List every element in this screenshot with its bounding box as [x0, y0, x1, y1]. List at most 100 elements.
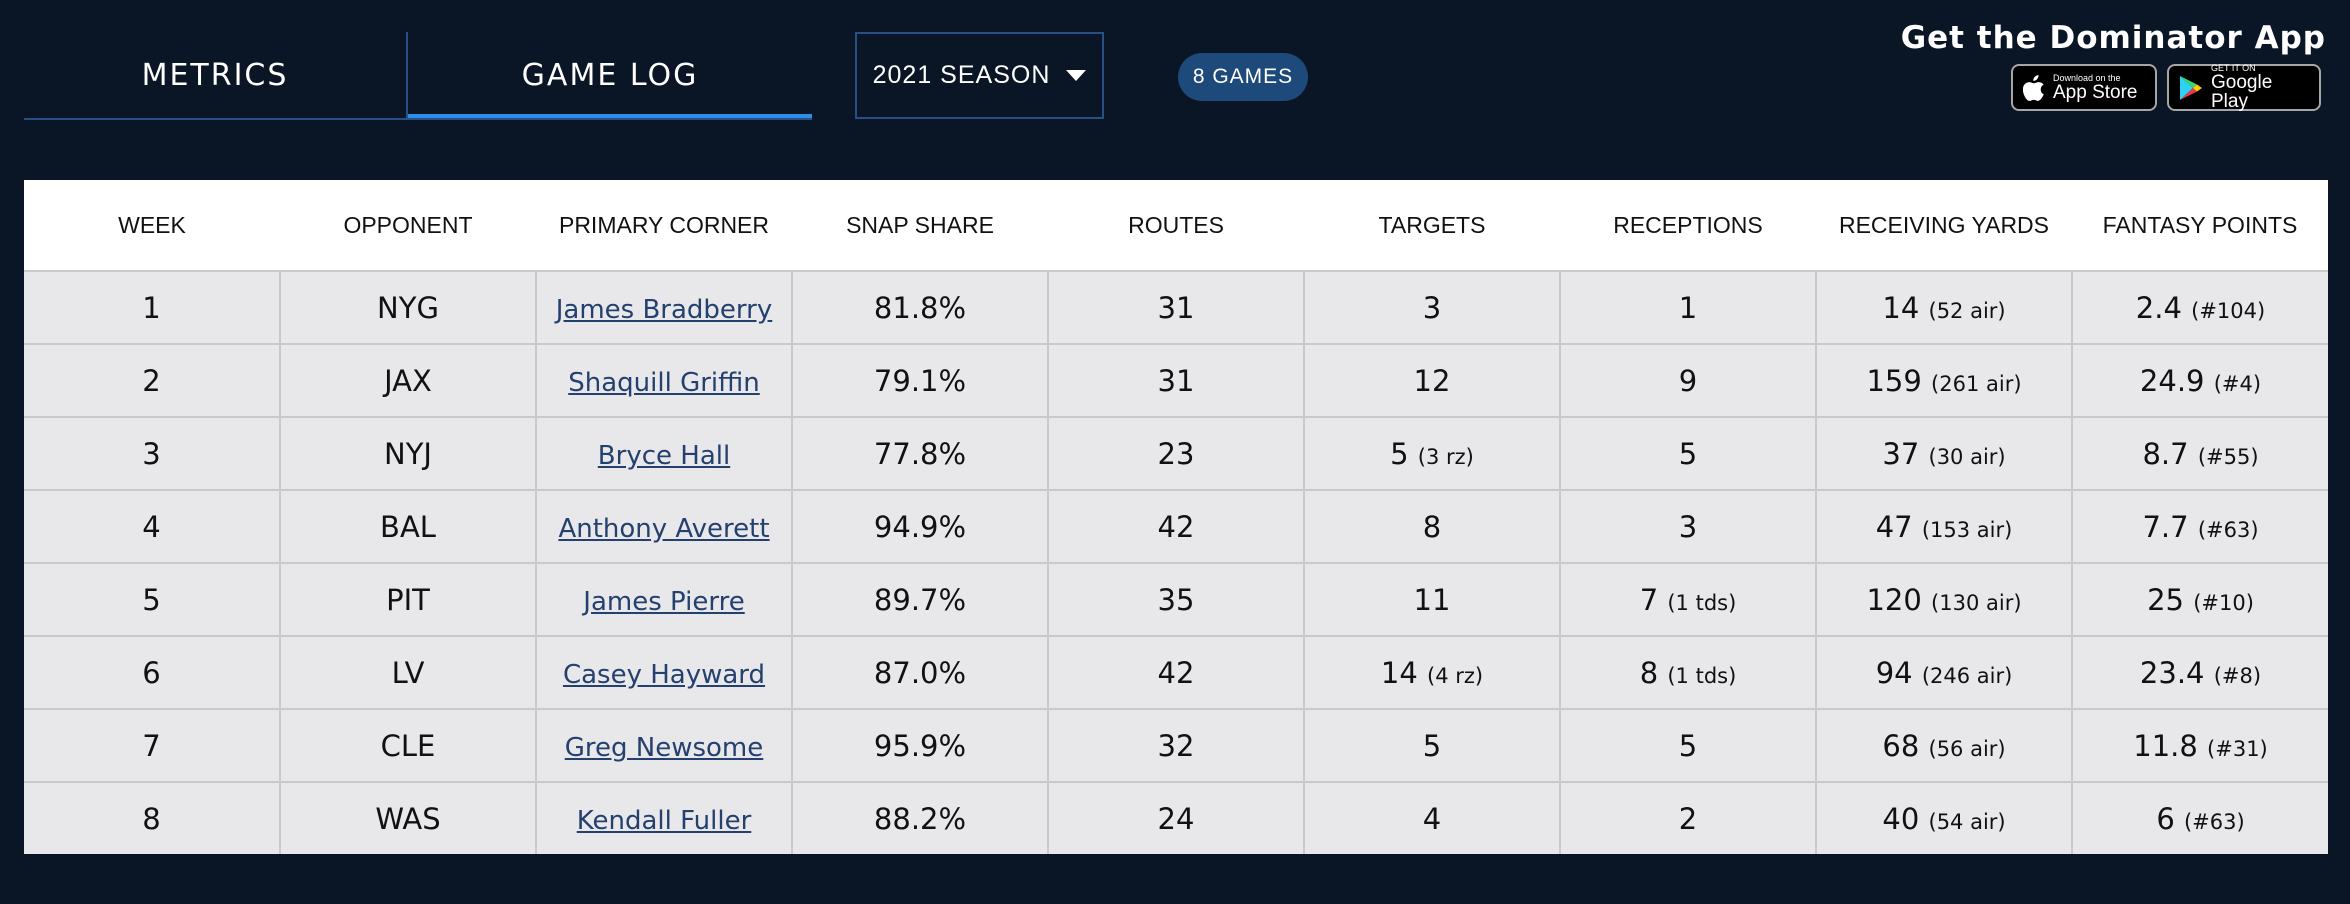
cell-week: 8 [24, 782, 281, 854]
google-play-button[interactable]: GET IT ON Google Play [2167, 64, 2321, 111]
points-rank: (#63) [2183, 809, 2245, 834]
receptions-value: 3 [1678, 509, 1698, 544]
receptions-value: 8 [1639, 655, 1659, 690]
snap-share-value: 81.8% [873, 290, 967, 325]
cell-week: 7 [24, 709, 281, 783]
points-rank: (#31) [2207, 736, 2268, 761]
primary-corner-link[interactable]: James Pierre [583, 586, 745, 617]
opponent-value: PIT [386, 582, 430, 617]
targets-value: 5 [1390, 436, 1409, 471]
tab-game-log[interactable]: GAME LOG [408, 32, 812, 120]
cell-opponent: PIT [280, 563, 537, 637]
points-value: 25 [2147, 582, 2184, 617]
tab-metrics[interactable]: METRICS [141, 57, 289, 93]
points-value: 23.4 [2139, 655, 2205, 690]
cell-week: 2 [24, 344, 281, 418]
season-select[interactable]: 2021 SEASON [855, 32, 1104, 119]
routes-value: 24 [1157, 801, 1195, 836]
cell-snap-share: 95.9% [792, 709, 1049, 783]
primary-corner-link[interactable]: James Bradberry [555, 294, 773, 325]
cell-fantasy-points: 25 (#10) [2072, 563, 2328, 637]
cell-snap-share: 79.1% [792, 344, 1049, 418]
opponent-value: BAL [380, 509, 436, 544]
cell-snap-share: 94.9% [792, 490, 1049, 564]
header-targets: TARGETS [1304, 180, 1560, 272]
yards-detail: (153 air) [1921, 517, 2013, 542]
cell-routes: 23 [1048, 417, 1305, 491]
header-primary-corner: PRIMARY CORNER [536, 180, 792, 272]
header-week: WEEK [24, 180, 280, 272]
snap-share-value: 89.7% [873, 582, 967, 617]
cell-snap-share: 88.2% [792, 782, 1049, 854]
header-snap-share: SNAP SHARE [792, 180, 1048, 272]
cell-receptions: 2 [1560, 782, 1817, 854]
receptions-value: 7 [1639, 582, 1659, 617]
cell-fantasy-points: 7.7 (#63) [2072, 490, 2328, 564]
cell-fantasy-points: 6 (#63) [2072, 782, 2328, 854]
yards-detail: (30 air) [1928, 444, 2006, 469]
routes-value: 32 [1157, 728, 1195, 763]
table-row: 3 NYJ Bryce Hall 77.8% 23 5 (3 rz) 5 37 (30 ai… [24, 417, 2328, 491]
receptions-detail: (1 tds) [1667, 663, 1737, 688]
opponent-value: WAS [375, 801, 441, 836]
cell-primary-corner: Kendall Fuller [536, 782, 793, 854]
opponent-value: NYG [377, 290, 439, 325]
primary-corner-link[interactable]: Bryce Hall [597, 440, 731, 471]
primary-corner-link[interactable]: Kendall Fuller [576, 805, 752, 836]
targets-value: 8 [1422, 509, 1442, 544]
table-row: 5 PIT James Pierre 89.7% 35 11 7 (1 tds) 120 (… [24, 563, 2328, 637]
app-promo-title: Get the Dominator App [1900, 20, 2326, 56]
tab-game-log-label: GAME LOG [521, 57, 699, 93]
table-header-row: WEEK OPPONENT PRIMARY CORNER SNAP SHARE … [24, 180, 2328, 272]
cell-week: 5 [24, 563, 281, 637]
google-play-icon [2179, 75, 2203, 101]
cell-targets: 8 [1304, 490, 1561, 564]
cell-receptions: 9 [1560, 344, 1817, 418]
points-value: 8.7 [2142, 436, 2189, 471]
week-value: 1 [142, 290, 161, 325]
app-store-text: Download on the App Store [2053, 72, 2138, 102]
cell-snap-share: 77.8% [792, 417, 1049, 491]
yards-value: 159 [1866, 363, 1922, 398]
week-value: 6 [142, 655, 161, 690]
primary-corner-link[interactable]: Greg Newsome [564, 732, 764, 763]
tab-divider [406, 32, 408, 118]
receptions-value: 5 [1678, 436, 1698, 471]
google-play-text: GET IT ON Google Play [2211, 64, 2309, 112]
yards-value: 37 [1882, 436, 1920, 471]
primary-corner-link[interactable]: Shaquill Griffin [568, 367, 760, 398]
cell-snap-share: 81.8% [792, 271, 1049, 345]
cell-primary-corner: James Bradberry [536, 271, 793, 345]
cell-receptions: 5 [1560, 709, 1817, 783]
cell-receiving-yards: 120 (130 air) [1816, 563, 2073, 637]
apple-icon [2023, 74, 2045, 101]
receptions-detail: (1 tds) [1667, 590, 1737, 615]
targets-detail: (3 rz) [1417, 444, 1474, 469]
week-value: 5 [142, 582, 161, 617]
yards-value: 120 [1866, 582, 1922, 617]
points-value: 2.4 [2135, 290, 2182, 325]
week-value: 8 [142, 801, 161, 836]
cell-primary-corner: James Pierre [536, 563, 793, 637]
cell-receptions: 1 [1560, 271, 1817, 345]
primary-corner-link[interactable]: Casey Hayward [562, 659, 766, 690]
cell-receiving-yards: 68 (56 air) [1816, 709, 2073, 783]
cell-targets: 5 [1304, 709, 1561, 783]
primary-corner-link[interactable]: Anthony Averett [558, 513, 770, 544]
routes-value: 23 [1157, 436, 1195, 471]
snap-share-value: 95.9% [873, 728, 967, 763]
header-routes: ROUTES [1048, 180, 1304, 272]
routes-value: 31 [1157, 290, 1195, 325]
cell-week: 1 [24, 271, 281, 345]
opponent-value: LV [391, 655, 425, 690]
app-store-button[interactable]: Download on the App Store [2011, 64, 2157, 111]
app-store-small-text: Download on the [2053, 72, 2121, 83]
table-row: 1 NYG James Bradberry 81.8% 31 3 1 14 (52 air… [24, 271, 2328, 345]
cell-routes: 42 [1048, 636, 1305, 710]
opponent-value: NYJ [384, 436, 432, 471]
receptions-value: 2 [1678, 801, 1698, 836]
header-opponent: OPPONENT [280, 180, 536, 272]
cell-opponent: BAL [280, 490, 537, 564]
cell-primary-corner: Greg Newsome [536, 709, 793, 783]
cell-routes: 32 [1048, 709, 1305, 783]
